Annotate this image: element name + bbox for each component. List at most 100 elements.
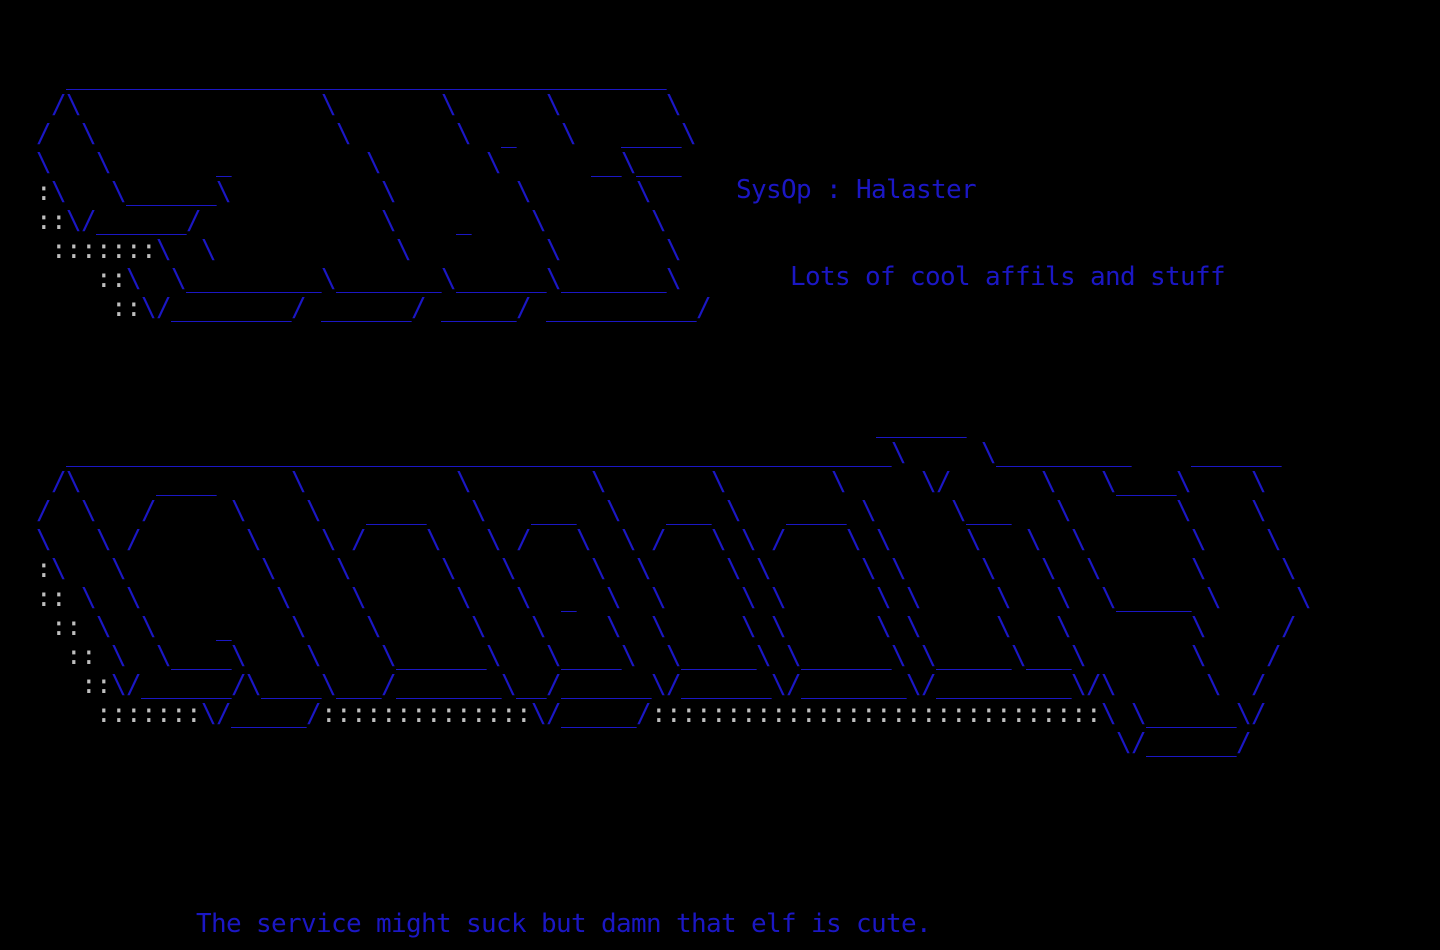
art-line-glyph: _ [1011,670,1027,700]
art-line-glyph: _ [561,670,577,700]
art-line-glyph: _ [111,206,127,236]
art-line-glyph: \ [876,612,892,642]
art-line-glyph: _ [531,496,547,526]
art-line-glyph: _ [771,438,787,468]
art-line-glyph: _ [441,670,457,700]
art-line-glyph: _ [216,612,232,642]
art-line-glyph: _ [1041,438,1057,468]
art-line-glyph: _ [726,670,742,700]
art-line-glyph: _ [876,670,892,700]
art-line-glyph: \ [711,525,727,555]
art-line-glyph: \ [321,670,337,700]
art-line-glyph: _ [606,293,622,323]
art-line-glyph: \ [171,264,187,294]
art-line-glyph: _ [591,699,607,729]
banner-glyph: e [226,909,242,939]
banner-glyph: u [871,909,887,939]
art-dot-glyph: : [51,583,67,613]
banner-glyph: v [301,909,317,939]
art-line-glyph: \ [1071,641,1087,671]
art-line-glyph: _ [336,438,352,468]
art-line-glyph: _ [426,264,442,294]
art-line-glyph: / [126,525,142,555]
art-line-glyph: _ [621,438,637,468]
art-line-glyph: _ [456,264,472,294]
art-dot-glyph: : [441,699,457,729]
art-line-glyph: _ [666,293,682,323]
art-line-glyph: _ [201,177,217,207]
art-line-glyph: _ [1041,641,1057,671]
art-line-glyph: _ [171,293,187,323]
art-line-glyph: _ [156,670,172,700]
art-line-glyph: _ [471,293,487,323]
art-line-glyph: / [1086,670,1102,700]
art-dot-glyph: : [1011,699,1027,729]
art-line-glyph: _ [531,61,547,91]
art-line-glyph: \ [876,525,892,555]
banner-glyph: o [865,262,881,292]
art-line-glyph: \ [726,554,742,584]
art-line-glyph: \ [441,264,457,294]
banner-glyph: l [955,262,971,292]
art-line-glyph: \ [1191,525,1207,555]
art-line-glyph: _ [666,496,682,526]
art-line-glyph: \ [336,554,352,584]
art-line-glyph: _ [171,641,187,671]
art-line-glyph: _ [216,148,232,178]
art-line-glyph: _ [531,670,547,700]
art-line-glyph: / [1266,641,1282,671]
art-dot-glyph: : [846,699,862,729]
art-line-glyph: _ [621,61,637,91]
art-line-glyph: _ [291,670,307,700]
art-line-glyph: \ [1011,641,1027,671]
art-line-glyph: \ [1206,670,1222,700]
banner-glyph: g [406,909,422,939]
art-line-glyph: _ [336,61,352,91]
banner-glyph: u [481,909,497,939]
art-line-glyph: \ [156,641,172,671]
art-line-glyph: _ [321,293,337,323]
art-dot-glyph: : [96,235,112,265]
art-line-glyph: \ [51,177,67,207]
art-dot-glyph: : [66,235,82,265]
art-dot-glyph: : [81,641,97,671]
art-line-glyph: _ [471,641,487,671]
art-line-glyph: _ [351,61,367,91]
art-line-glyph: \ [1056,496,1072,526]
art-line-glyph: _ [141,177,157,207]
art-line-glyph: _ [261,61,277,91]
art-line-glyph: _ [126,61,142,91]
art-line-glyph: \ [1101,583,1117,613]
art-line-glyph: \ [1041,554,1057,584]
art-line-glyph: _ [321,438,337,468]
art-line-glyph: \ [471,612,487,642]
art-line-glyph: _ [966,496,982,526]
art-line-glyph: _ [246,61,262,91]
art-line-glyph: \ [981,438,997,468]
art-line-glyph: \ [1086,554,1102,584]
banner-glyph: p [796,175,812,205]
art-dot-glyph: : [321,699,337,729]
art-line-glyph: _ [1056,641,1072,671]
art-line-glyph: \ [111,177,127,207]
art-line-glyph: _ [276,699,292,729]
art-line-glyph: / [351,525,367,555]
art-line-glyph: \ [81,119,97,149]
art-line-glyph: / [411,293,427,323]
banner-glyph: b [541,909,557,939]
art-line-glyph: _ [651,293,667,323]
banner-glyph: t [1165,262,1181,292]
art-dot-glyph: : [741,699,757,729]
art-line-glyph: \ [501,670,517,700]
art-line-glyph: _ [441,438,457,468]
art-dot-glyph: : [336,699,352,729]
art-line-glyph: _ [321,61,337,91]
art-line-glyph: \ [456,583,472,613]
art-line-glyph: _ [96,206,112,236]
art-line-glyph: \ [771,670,787,700]
art-line-glyph: _ [246,293,262,323]
art-line-glyph: / [1251,699,1267,729]
art-line-glyph: \ [246,525,262,555]
art-dot-glyph: : [51,206,67,236]
art-line-glyph: _ [171,61,187,91]
